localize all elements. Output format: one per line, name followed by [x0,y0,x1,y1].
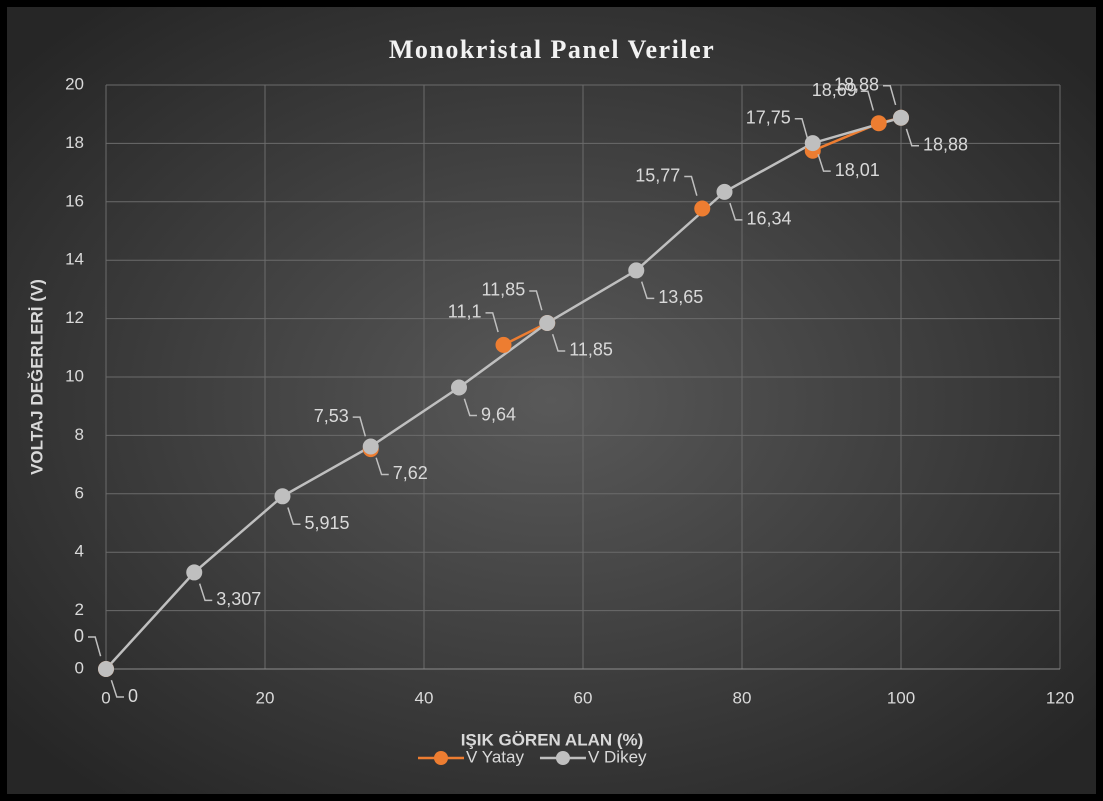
x-tick-label: 0 [101,688,110,707]
data-point [694,200,711,217]
data-point [98,661,114,677]
chart-title: Monokristal Panel Veriler [389,35,715,64]
y-tick-label: 10 [65,366,84,385]
y-tick-label: 8 [75,425,84,444]
y-tick-label: 18 [65,133,84,152]
data-label: 11,85 [482,280,526,300]
leader-line [817,154,831,172]
data-point [362,438,379,455]
y-tick-label: 16 [65,191,84,210]
data-label: 18,01 [835,160,880,180]
leader-line [860,90,875,111]
y-tick-label: 14 [65,250,84,269]
x-tick-label: 120 [1046,688,1074,707]
leader-line [551,333,566,352]
data-point [804,135,821,152]
data-label: 7,53 [314,406,349,426]
leader-line [287,507,301,526]
y-tick-label: 20 [65,74,84,93]
leader-line [529,290,543,311]
data-point [186,564,203,581]
data-label: 11,1 [448,302,482,322]
data-label: 3,307 [216,589,261,609]
x-axis-title: IŞIK GÖREN ALAN (%) [461,730,644,749]
data-label: 7,62 [393,463,428,483]
data-point [539,314,556,331]
y-tick-label: 0 [75,658,84,677]
data-label: 17,75 [746,107,791,127]
x-tick-label: 80 [733,688,752,707]
x-tick-label: 100 [887,688,915,707]
legend-label: V Dikey [588,747,647,766]
leader-line [88,636,102,657]
leader-line [110,679,124,698]
leader-line [485,312,499,333]
legend-marker [434,751,448,765]
leader-line [375,457,389,476]
leader-line [640,281,655,300]
leader-line [352,416,367,437]
y-tick-label: 6 [75,483,84,502]
data-label: 5,915 [304,513,349,533]
data-point [274,488,291,505]
chart-area [7,7,1096,794]
data-point [893,109,909,126]
leader-line [905,128,919,147]
leader-line [883,84,897,106]
data-point [870,115,887,132]
x-tick-label: 40 [415,688,434,707]
data-label: 11,85 [569,340,613,360]
data-label: 9,64 [481,404,516,424]
legend-label: V Yatay [466,747,524,766]
data-point [495,336,512,353]
leader-line [684,175,698,196]
data-label: 0 [74,626,84,646]
data-label: 18,69 [812,80,857,100]
y-tick-label: 12 [65,308,84,327]
data-label: 18,88 [834,74,879,94]
data-label: 16,34 [747,209,792,229]
legend-marker [555,751,570,765]
data-point [450,379,467,396]
leader-line [198,583,213,602]
y-axis-title: VOLTAJ DEĞERLERİ (V) [27,279,46,475]
leader-line [463,398,477,417]
leader-line [729,202,743,221]
y-tick-label: 4 [75,542,84,561]
series-line [502,321,548,346]
data-label: 0 [128,686,138,706]
data-point [628,262,645,279]
data-label: 13,65 [658,287,703,307]
y-tick-label: 2 [75,600,84,619]
data-label: 15,77 [635,165,680,185]
leader-line [794,117,809,139]
data-point [716,183,733,200]
data-label: 18,88 [923,134,968,154]
x-tick-label: 20 [256,688,275,707]
x-tick-label: 60 [574,688,593,707]
series-line [105,116,902,670]
